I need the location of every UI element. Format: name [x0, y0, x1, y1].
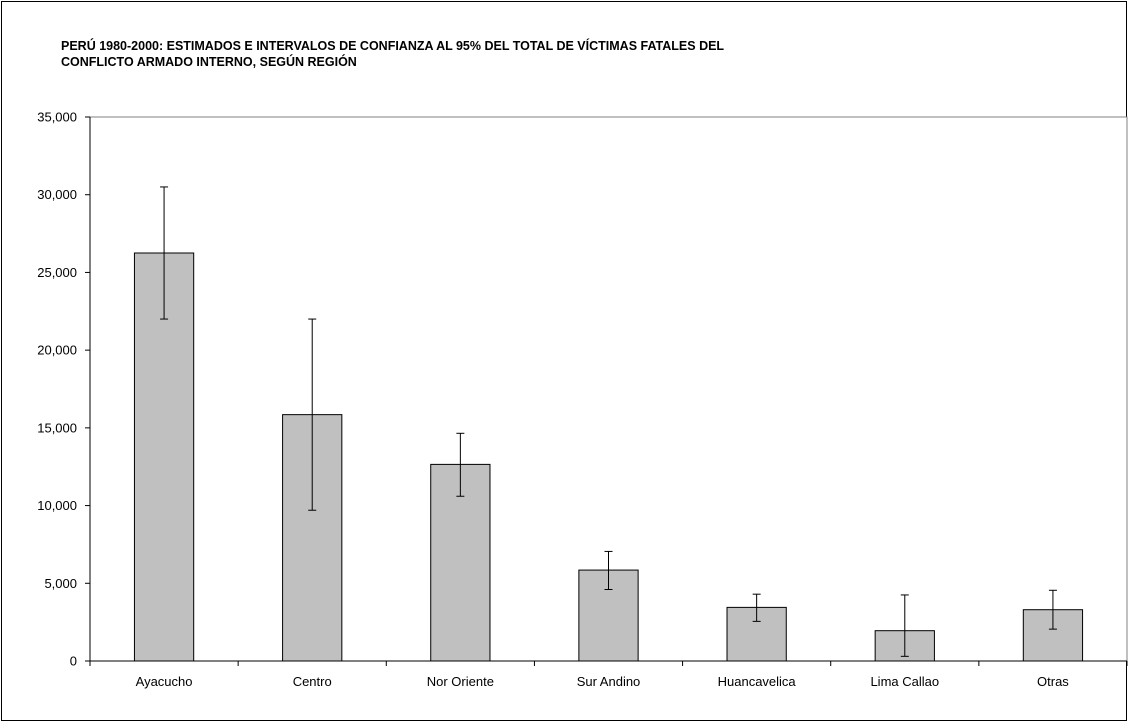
- chart-title: PERÚ 1980-2000: ESTIMADOS E INTERVALOS D…: [61, 38, 961, 70]
- y-tick-label: 0: [70, 654, 77, 669]
- y-tick-label: 35,000: [37, 110, 77, 125]
- x-tick-label: Nor Oriente: [427, 674, 494, 689]
- x-tick-label: Ayacucho: [136, 674, 193, 689]
- y-tick-label: 20,000: [37, 343, 77, 358]
- x-tick-label: Centro: [293, 674, 332, 689]
- error-bar: [308, 318, 317, 511]
- x-tick-label: Lima Callao: [870, 674, 939, 689]
- error-bar: [456, 432, 465, 497]
- y-axis: 0 5,000 10,000 15,000 20,000 25,000 30,000 35,0…: [37, 110, 91, 669]
- x-tick-label: Otras: [1037, 674, 1069, 689]
- y-tick-label: 30,000: [37, 187, 77, 202]
- x-tick-label: Sur Andino: [577, 674, 641, 689]
- error-bar: [900, 594, 909, 657]
- error-bar: [1048, 589, 1057, 630]
- bar: [133, 252, 195, 662]
- bars: [133, 252, 1084, 662]
- error-bar: [604, 550, 613, 591]
- y-tick-label: 15,000: [37, 420, 77, 435]
- error-bars: [160, 186, 1057, 657]
- x-tick-label: Huancavelica: [718, 674, 797, 689]
- chart-title-line-1: PERÚ 1980-2000: ESTIMADOS E INTERVALOS D…: [61, 39, 725, 53]
- error-bar: [160, 186, 169, 320]
- y-tick-label: 5,000: [44, 576, 77, 591]
- y-tick-label: 10,000: [37, 498, 77, 513]
- x-axis: Ayacucho Centro Nor Oriente Sur Andino Huanc…: [89, 660, 1128, 689]
- bar: [430, 463, 491, 662]
- error-bar: [752, 593, 761, 622]
- y-tick-label: 25,000: [37, 265, 77, 280]
- chart-title-line-2: CONFLICTO ARMADO INTERNO, SEGÚN REGIÓN: [61, 55, 357, 69]
